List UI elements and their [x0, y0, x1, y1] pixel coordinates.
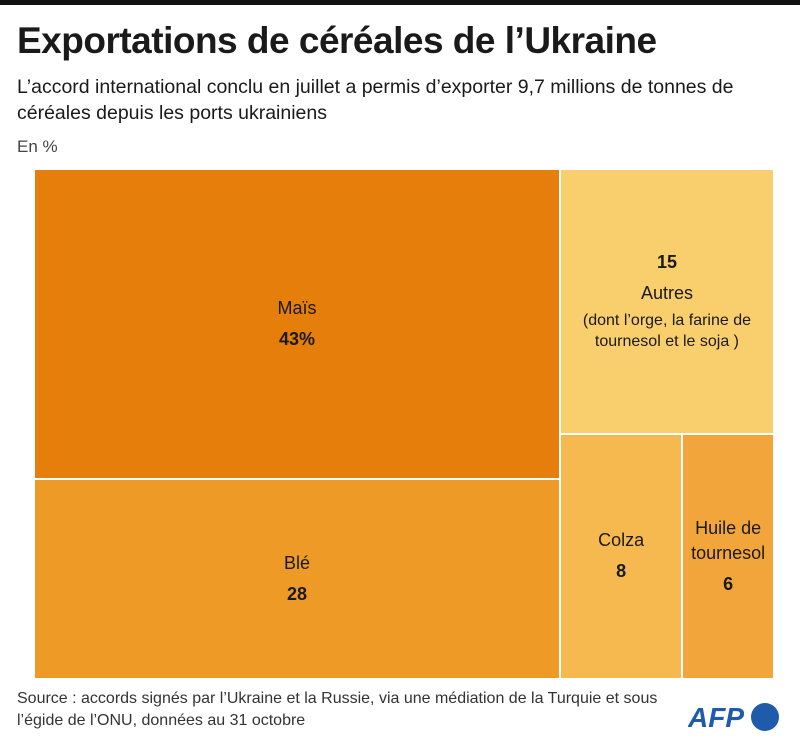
treemap-cell-huile-de-tournesol: Huile de tournesol 6 [683, 434, 773, 678]
cell-value: 8 [616, 561, 627, 582]
cell-name: Maïs [277, 297, 317, 318]
treemap-cell-autres: 15 Autres (dont l’orge, la farine de tourn… [560, 170, 773, 433]
cell-name: Autres [640, 283, 693, 304]
cell-value: 15 [656, 252, 677, 273]
treemap-cell-maïs: Maïs 43% [35, 170, 559, 478]
treemap: Maïs 43% Blé 28 15 Autres (dont l’orge, la far… [35, 170, 773, 678]
unit-label: En % [17, 137, 58, 156]
svg-text:AFP: AFP [688, 702, 744, 733]
afp-logo: AFP [688, 702, 779, 733]
cell-name: Colza [598, 530, 645, 551]
cell-name: Blé [283, 552, 310, 573]
chart-subtitle: L’accord international conclu en juillet… [17, 76, 734, 124]
cell-value: 28 [286, 583, 307, 604]
source-note: Source : accords signés par l’Ukraine et… [17, 690, 658, 729]
treemap-cell-colza: Colza 8 [560, 434, 682, 678]
cell-value: 6 [723, 573, 734, 594]
cell-name: Huile de tournesol [691, 517, 766, 563]
chart-title: Exportations de céréales de l’Ukraine [17, 20, 657, 61]
top-bar [0, 0, 800, 5]
cell-value: 43% [278, 328, 315, 349]
cell-note: (dont l’orge, la farine de tournesol et … [582, 312, 752, 351]
treemap-cell-blé: Blé 28 [35, 479, 559, 678]
